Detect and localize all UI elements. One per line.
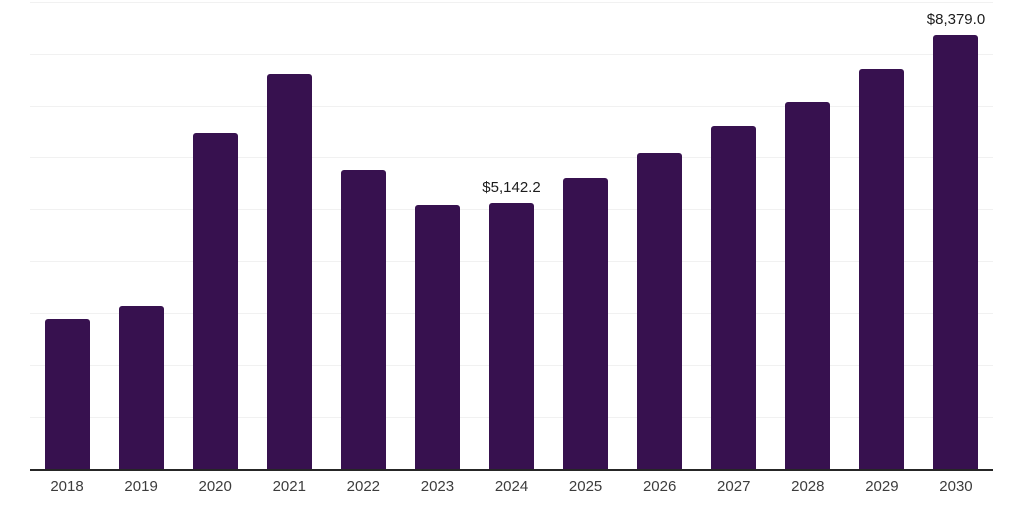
x-tick-2022: 2022 [346,478,381,495]
bar-2027[interactable] [711,125,757,470]
x-tick-2019: 2019 [124,478,158,495]
x-axis-tick-labels: 2018 2019 2020 2021 2022 2023 2024 2025 2026 2027… [30,478,993,495]
bar-cell-2024: $5,142.2 [474,0,548,470]
bar-cell-2019 [104,0,178,470]
bar-2021[interactable] [266,73,312,470]
plot-area: $5,142.2 $8,379.0 [30,0,993,471]
bar-cell-2029 [845,0,919,470]
bar-2024[interactable] [489,203,534,470]
bar-cell-2026 [623,0,697,470]
bar-2029[interactable] [859,68,905,470]
x-tick-2025: 2025 [568,478,603,495]
bar-2020[interactable] [192,132,238,470]
bar-cell-2022 [326,0,400,470]
x-tick-2021: 2021 [272,478,306,495]
bar-cell-2023 [400,0,474,470]
x-axis-line [30,469,993,471]
bar-2025[interactable] [563,178,609,470]
bar-cell-2028 [771,0,845,470]
x-tick-2030: 2030 [939,478,973,495]
gridline-6000 [30,157,993,159]
x-tick-2020: 2020 [198,478,232,495]
bar-2026[interactable] [637,152,683,470]
bar-cell-2027 [697,0,771,470]
x-tick-2018: 2018 [50,478,84,495]
bar-2019[interactable] [118,306,164,470]
bar-cell-2020 [178,0,252,470]
bar-2028[interactable] [785,102,831,470]
bar-cell-2021 [252,0,326,470]
x-tick-2026: 2026 [642,478,677,495]
x-tick-2029: 2029 [865,478,899,495]
bar-value-label-2024: $5,142.2 [482,179,541,197]
x-tick-2027: 2027 [717,478,751,495]
bar-2018[interactable] [44,319,90,470]
bar-2022[interactable] [340,170,386,470]
bar-2023[interactable] [414,204,460,470]
bar-2030[interactable] [933,34,979,470]
gridline-9000 [30,1,993,3]
bar-cell-2018 [30,0,104,470]
bar-cell-2025 [549,0,623,470]
bar-value-label-2030: $8,379.0 [926,10,986,28]
bars-row: $5,142.2 $8,379.0 [30,0,993,470]
gridline-8000 [30,53,993,55]
x-tick-2028: 2028 [791,478,825,495]
x-tick-2023: 2023 [420,478,455,495]
bar-cell-2030: $8,379.0 [919,0,993,470]
gridline-7000 [30,105,993,107]
x-tick-2024: 2024 [494,478,529,495]
